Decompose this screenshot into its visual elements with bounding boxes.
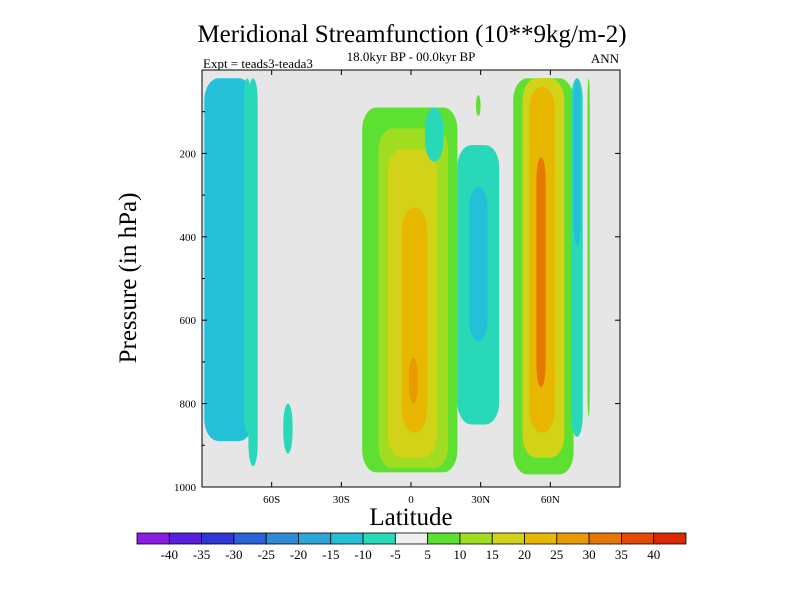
colorbar-label: 25 — [550, 547, 563, 562]
y-tick-label: 400 — [180, 232, 197, 244]
colorbar-label: 10 — [453, 547, 466, 562]
colorbar-label: 5 — [424, 547, 431, 562]
colorbar-swatch — [298, 532, 332, 545]
x-tick-label: 30S — [333, 494, 350, 506]
colorbar-swatch — [362, 532, 396, 545]
contour-region-sh-narrow-band — [248, 78, 258, 467]
colorbar-label: -15 — [322, 547, 339, 562]
y-tick-label: 800 — [180, 399, 197, 411]
colorbar-swatch — [233, 532, 267, 545]
x-tick-label: 0 — [408, 494, 414, 506]
plot-frame — [201, 69, 621, 488]
x-tick-label: 30N — [471, 494, 490, 506]
colorbar-label: -25 — [258, 547, 275, 562]
chart-title: Meridional Streamfunction (10**9kg/m-2) — [197, 21, 626, 48]
colorbar-swatch — [459, 532, 493, 545]
y-tick-label: 200 — [180, 148, 197, 160]
colorbar-swatch — [168, 532, 202, 545]
contour-fills — [204, 78, 590, 475]
season-label: ANN — [591, 51, 620, 66]
colorbar-label: -40 — [161, 547, 178, 562]
axis-ticks: 60S 30S 0 30N 60N 200 400 600 800 1000 — [174, 70, 620, 506]
colorbar-label: 35 — [615, 547, 628, 562]
contour-region-nh-cell-peak — [538, 228, 544, 337]
colorbar-swatch — [330, 532, 364, 545]
colorbar-swatch — [621, 532, 655, 545]
contour-region-tropical-negative-core — [469, 186, 488, 342]
colorbar-swatch — [136, 532, 170, 545]
colorbar-label: -10 — [354, 547, 371, 562]
x-axis-label: Latitude — [369, 504, 452, 531]
colorbar-swatch — [588, 532, 622, 545]
colorbar-label: -5 — [390, 547, 401, 562]
colorbar-swatch — [265, 532, 299, 545]
y-axis-label: Pressure (in hPa) — [115, 193, 142, 364]
contour-region-sh-small-blob — [283, 403, 293, 454]
x-tick-label: 60N — [541, 494, 560, 506]
colorbar: -40 -35 -30 -25 -20 -15 -10 -5 5 10 15 20 25 30 35 40 — [136, 532, 687, 562]
contour-region-upper-green-streak — [476, 95, 481, 116]
contour-region-hadley-peak — [408, 357, 418, 404]
colorbar-label: 30 — [583, 547, 596, 562]
colorbar-swatch — [524, 532, 558, 545]
contour-region-nh-far-polar-strip — [587, 78, 590, 417]
colorbar-label: 20 — [518, 547, 531, 562]
x-tick-label: 60S — [263, 494, 280, 506]
colorbar-label: 40 — [647, 547, 660, 562]
colorbar-label: 15 — [486, 547, 499, 562]
y-tick-label: 1000 — [174, 482, 197, 494]
colorbar-swatch — [201, 532, 235, 545]
colorbar-swatch — [394, 532, 429, 545]
contour-region-nh-polar-band-core — [573, 78, 581, 246]
colorbar-label: -30 — [225, 547, 242, 562]
experiment-label: Expt = teads3-teada3 — [203, 56, 313, 71]
colorbar-swatch — [653, 532, 687, 545]
colorbar-swatch — [427, 532, 461, 545]
contour-region-hadley-core — [401, 207, 428, 433]
chart-subtitle: 18.0kyr BP - 00.0kyr BP — [347, 49, 476, 64]
contour-region-tropical-negative-strip — [424, 107, 444, 162]
y-tick-label: 600 — [180, 315, 197, 327]
colorbar-swatch — [556, 532, 590, 545]
colorbar-label: -20 — [290, 547, 307, 562]
plot-area: 60S 30S 0 30N 60N 200 400 600 800 1000 — [174, 69, 621, 506]
colorbar-label: -35 — [193, 547, 210, 562]
contour-region-sh-polar-cell-core — [215, 78, 240, 362]
colorbar-swatch — [491, 532, 525, 545]
